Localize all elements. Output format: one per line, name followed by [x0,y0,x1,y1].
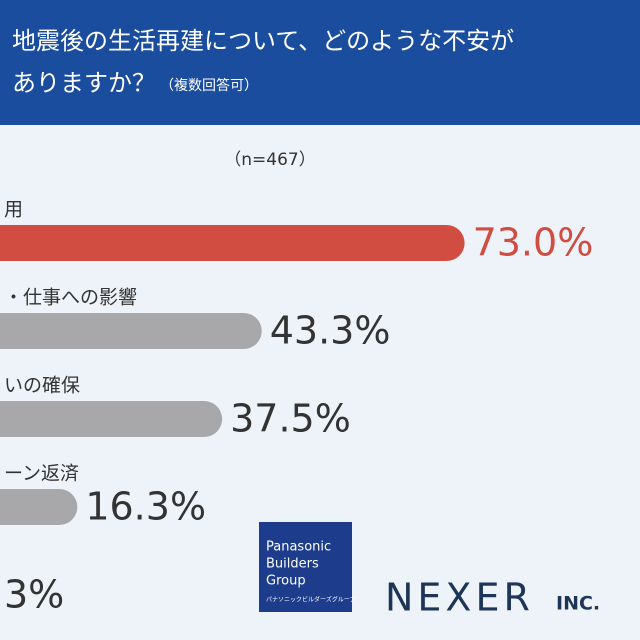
nexer-suffix: INC. [556,593,600,615]
category-label: ーン返済 [4,463,79,485]
value-label: 43.3% [270,309,391,353]
logo-text: Panasonic [266,540,331,555]
logo-text: Group [266,574,306,589]
category-label: いの確保 [4,375,80,397]
value-label: 73.0% [473,221,594,265]
title: ありますか？ [12,69,156,97]
logo-text: Builders [266,557,319,572]
title: 地震後の生活再建について、どのような不安が [12,27,514,55]
bar [0,225,465,261]
bar [0,489,78,525]
title-note: （複数回答可） [160,77,258,94]
category-label: 用 [4,199,23,221]
subtitle: （n=467） [224,150,315,170]
category-label: ・仕事への影響 [4,287,137,309]
bar [0,401,223,437]
value-label: 16.3% [85,485,206,529]
header [0,0,640,125]
bar [0,313,262,349]
value-label: 3% [4,573,64,617]
logo-text: パナソニックビルダーズグループ [266,596,355,604]
nexer-logo: NEXER [385,576,534,620]
value-label: 37.5% [230,397,351,441]
panasonic-logo [259,522,352,612]
